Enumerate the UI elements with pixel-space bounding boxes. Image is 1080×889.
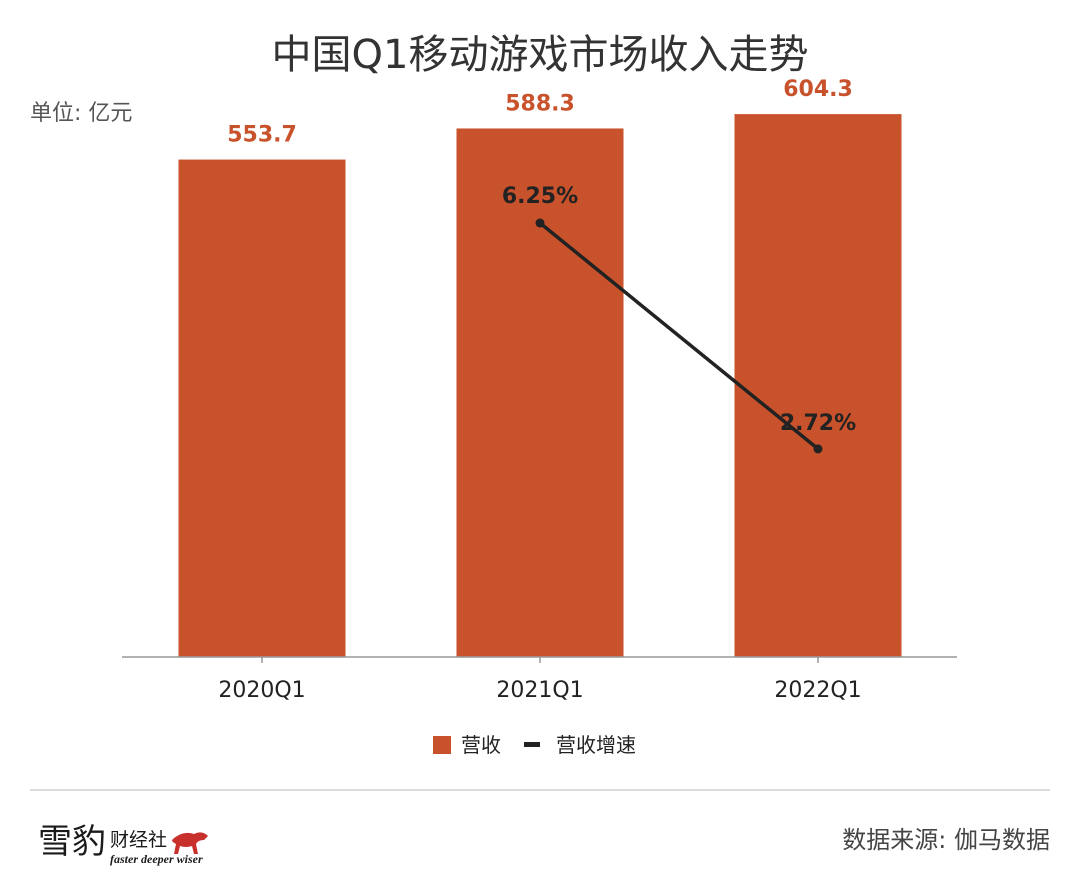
- growth-value-label: 6.25%: [502, 184, 578, 209]
- brand-logo: 雪豹 财经社 faster deeper wiser: [38, 822, 208, 866]
- bar-2020Q1: [178, 159, 346, 658]
- growth-line: [538, 221, 820, 451]
- growth-line-layer: 6.25% 2.72%: [502, 184, 856, 454]
- legend-label-growth: 营收增速: [556, 733, 636, 757]
- growth-point: [535, 218, 545, 228]
- unit-label: 单位: 亿元: [30, 101, 132, 126]
- data-labels-layer: 553.7 588.3 604.3: [227, 77, 853, 147]
- leopard-icon: [172, 832, 208, 854]
- growth-point: [813, 444, 823, 454]
- legend: 营收 营收增速: [433, 733, 636, 757]
- logo-name-large: 雪豹: [38, 822, 106, 862]
- x-tick-label: 2021Q1: [496, 678, 583, 703]
- bar-value-label: 553.7: [227, 123, 297, 148]
- x-axis-ticks: 2020Q1 2021Q1 2022Q1: [218, 657, 862, 703]
- data-source: 数据来源: 伽马数据: [842, 826, 1050, 854]
- bar-2021Q1: [456, 128, 624, 657]
- x-tick-label: 2022Q1: [774, 678, 861, 703]
- bars-layer: [178, 114, 902, 658]
- chart-title: 中国Q1移动游戏市场收入走势: [272, 32, 809, 78]
- logo-name-small: 财经社: [110, 829, 167, 851]
- bar-2022Q1: [734, 114, 902, 657]
- x-tick-label: 2020Q1: [218, 678, 305, 703]
- legend-swatch-growth: [524, 742, 540, 747]
- legend-swatch-revenue: [433, 736, 451, 754]
- legend-label-revenue: 营收: [461, 733, 501, 757]
- growth-value-label: 2.72%: [780, 411, 856, 436]
- logo-tagline: faster deeper wiser: [110, 852, 203, 866]
- bar-value-label: 604.3: [783, 77, 853, 102]
- bar-value-label: 588.3: [505, 91, 575, 116]
